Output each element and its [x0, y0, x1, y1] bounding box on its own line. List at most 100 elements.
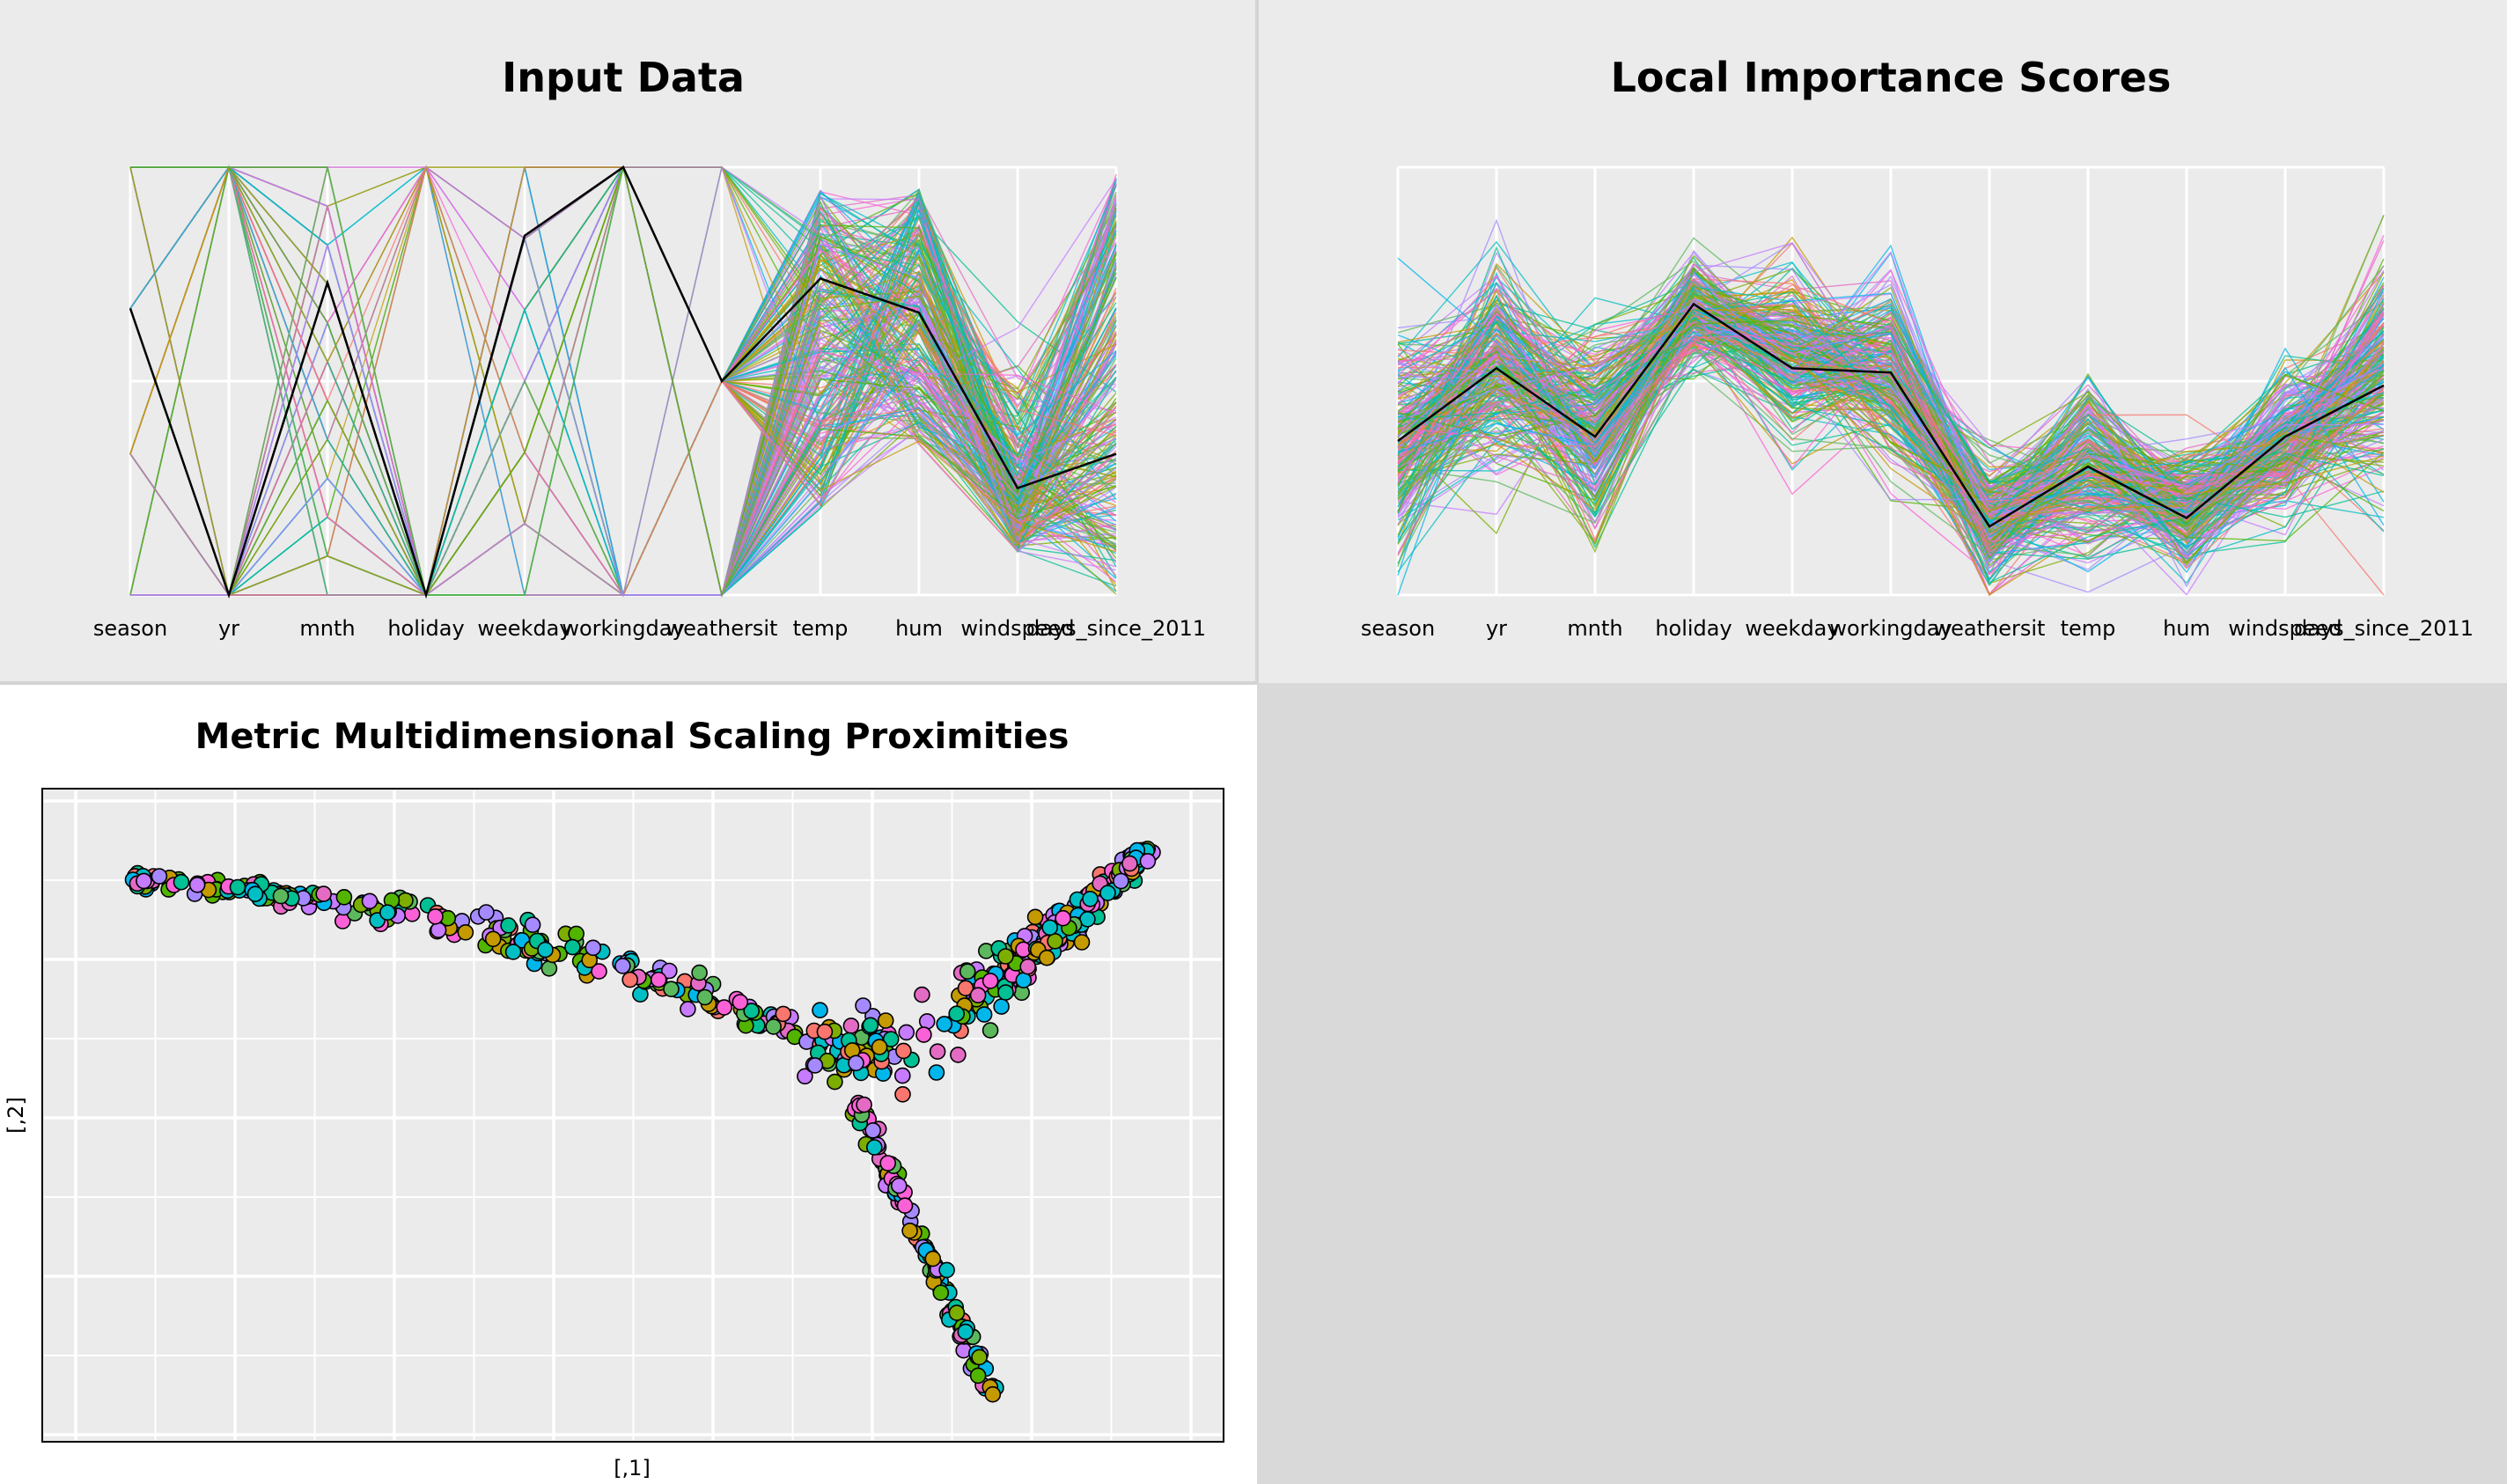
mds-point	[397, 892, 414, 909]
pc-series-line	[1397, 268, 2385, 546]
pc-series-line	[1397, 312, 2385, 511]
mds-point	[660, 962, 678, 980]
pc-variable-label: days_since_2011	[1026, 616, 1206, 641]
pc-series-line	[1397, 310, 2385, 560]
mds-point	[896, 1197, 914, 1215]
pc-series-line	[1397, 283, 2385, 515]
pc-series-line	[1397, 311, 2385, 554]
mds-point	[957, 980, 974, 997]
mds-point	[504, 944, 522, 960]
mds-point	[743, 1003, 761, 1019]
mds-point	[584, 939, 602, 957]
mds-point	[842, 1017, 860, 1034]
mds-point	[427, 907, 444, 925]
mds-point	[229, 878, 246, 896]
mds-point	[797, 1068, 813, 1085]
mds-point	[457, 923, 474, 941]
mds-point	[136, 872, 152, 890]
mds-point	[500, 917, 517, 934]
pc-series-line	[1397, 308, 2385, 526]
pc-variable-label: holiday	[387, 616, 464, 641]
mds-point	[928, 1064, 945, 1081]
input-data-chart: Input Data season yr mnth holiday weekdaywor…	[93, 54, 1206, 641]
vertical-divider	[1255, 0, 1259, 683]
pc-series-line	[1397, 312, 2385, 525]
pc-variable-label: hum	[2163, 616, 2210, 641]
mds-point	[879, 1155, 897, 1172]
mds-point	[855, 997, 871, 1014]
mds-point	[663, 981, 680, 998]
pc-variable-label: weekday	[1745, 616, 1839, 641]
mds-point	[981, 973, 999, 989]
mds-panel: Metric Multidimensional Scaling Proximit…	[0, 683, 1257, 1484]
mds-point	[948, 1005, 965, 1023]
mds-point	[864, 1121, 882, 1139]
mds-point	[957, 1323, 974, 1341]
local-importance-title: Local Importance Scores	[1611, 54, 2172, 101]
mds-point	[765, 1018, 783, 1035]
mds-point	[173, 873, 190, 891]
mds-point	[894, 1067, 911, 1084]
pc-series-line	[1397, 298, 2385, 596]
pc-highlighted-line	[129, 165, 1117, 599]
mds-point	[882, 1031, 900, 1047]
pc-series-line	[1397, 287, 2385, 556]
mds-point	[484, 930, 502, 948]
input-data-title: Input Data	[502, 54, 745, 101]
mds-point	[315, 885, 333, 902]
pc-series-line	[1397, 333, 2385, 547]
pc-variable-label: season	[93, 616, 167, 641]
mds-point	[1113, 872, 1129, 890]
pc-series-line	[1397, 283, 2385, 553]
mds-point	[691, 964, 708, 981]
mds-point	[188, 877, 206, 893]
pc-variable-label: holiday	[1655, 616, 1731, 641]
mds-point	[898, 1024, 915, 1041]
mds-point	[379, 904, 396, 922]
mds-point	[862, 1017, 879, 1034]
pc-series-line	[1397, 322, 2385, 518]
pc-series-line	[1397, 282, 2385, 518]
mds-point	[540, 959, 558, 977]
pc-variable-label: yr	[1486, 616, 1507, 641]
mds-point	[969, 1367, 987, 1385]
local-importance-chart: Local Importance Scores season yr mnth holi…	[1361, 54, 2474, 641]
mds-point	[564, 938, 581, 956]
mds-point	[865, 1139, 883, 1156]
pc-variable-label: workingday	[562, 616, 684, 641]
pc-variable-label: windspeed	[960, 616, 1074, 641]
mds-point	[959, 963, 976, 981]
mds-point	[932, 1284, 950, 1302]
mds-point	[827, 1073, 843, 1091]
mds-point	[1038, 949, 1055, 966]
mds-point	[524, 916, 541, 934]
mds-point	[650, 971, 667, 988]
pc-variable-label: weathersit	[1934, 616, 2046, 641]
mds-point	[716, 999, 733, 1016]
mds-point	[997, 948, 1014, 965]
pc-series-line	[1397, 280, 2385, 555]
pc-variable-label: windspeed	[2228, 616, 2342, 641]
mds-point	[895, 1042, 912, 1060]
mds-point	[812, 1002, 828, 1019]
pc-variable-label: mnth	[299, 616, 355, 641]
mds-point	[914, 986, 930, 1003]
mds-point	[938, 1261, 955, 1279]
mds-point	[950, 1047, 967, 1063]
mds-point	[856, 1096, 872, 1113]
input-data-panel: Input Data season yr mnth holiday weekday wor…	[0, 0, 1257, 683]
mds-point	[151, 868, 168, 885]
pc-variable-label: temp	[2061, 616, 2116, 641]
mds-point	[984, 1385, 1002, 1403]
mds-point	[915, 1026, 932, 1043]
pc-series-line	[1397, 308, 2385, 514]
pc-series-line	[1397, 214, 2385, 538]
mds-point	[1026, 908, 1044, 926]
mds-point	[1073, 934, 1091, 951]
mds-point	[918, 1013, 936, 1030]
mds-point	[890, 1177, 908, 1194]
mds-point	[361, 893, 379, 910]
mds-point	[1082, 891, 1099, 907]
pc-highlighted-line	[1397, 302, 2385, 528]
mds-point	[1055, 909, 1071, 927]
